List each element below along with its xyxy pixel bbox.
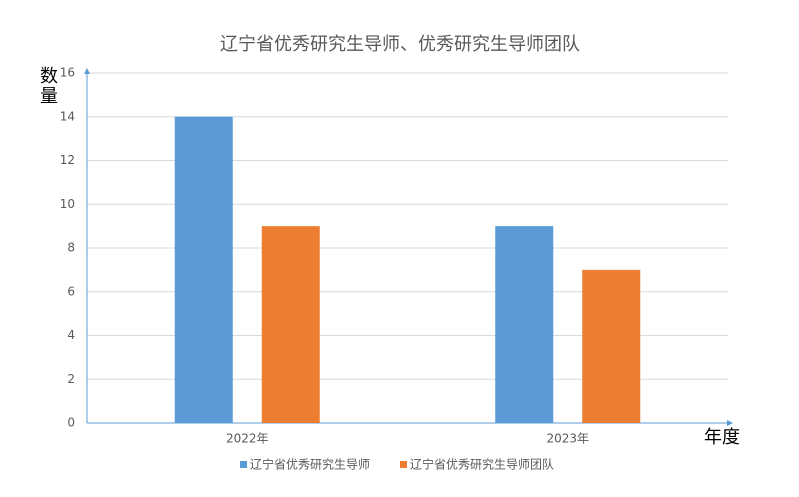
legend-swatch xyxy=(240,461,247,468)
bar xyxy=(261,226,320,423)
y-tick-label: 8 xyxy=(67,241,75,255)
y-tick-label: 12 xyxy=(60,153,75,167)
y-tick-label: 0 xyxy=(67,416,75,430)
legend-label: 辽宁省优秀研究生导师团队 xyxy=(410,457,554,472)
y-tick-label: 2 xyxy=(67,372,75,386)
y-tick-label: 4 xyxy=(67,328,75,342)
y-tick-label: 16 xyxy=(60,66,75,80)
chart-title: 辽宁省优秀研究生导师、优秀研究生导师团队 xyxy=(220,34,580,55)
bar xyxy=(495,226,554,423)
y-tick-label: 6 xyxy=(67,284,75,298)
x-axis-label: 年度 xyxy=(704,427,740,448)
bar xyxy=(582,269,641,423)
y-axis-label: 数量 xyxy=(37,66,58,106)
x-tick-label: 2022年 xyxy=(226,432,269,446)
bar xyxy=(174,116,233,423)
y-tick-label: 14 xyxy=(60,109,75,123)
legend-swatch xyxy=(400,461,407,468)
legend-label: 辽宁省优秀研究生导师 xyxy=(250,457,370,472)
x-tick-label: 2023年 xyxy=(546,432,589,446)
y-tick-label: 10 xyxy=(60,197,75,211)
